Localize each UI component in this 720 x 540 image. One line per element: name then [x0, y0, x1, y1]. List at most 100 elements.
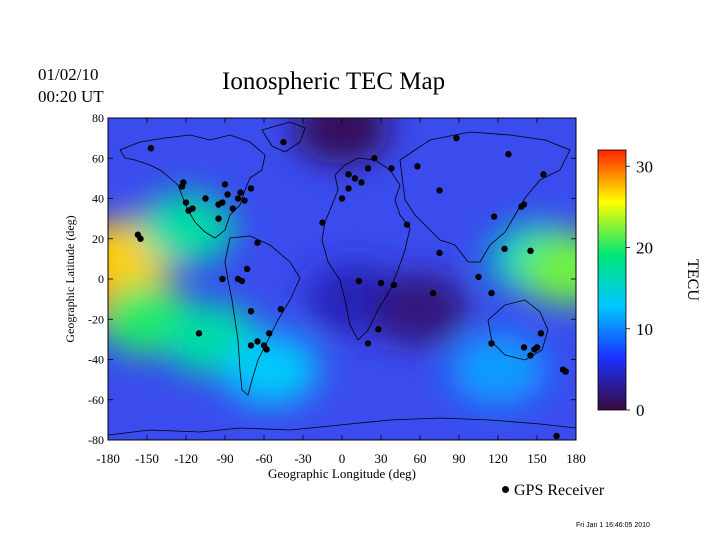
gps-receiver-marker: [490, 213, 498, 220]
gps-receiver-marker: [527, 352, 534, 359]
x-tick-label: -150: [135, 451, 159, 466]
x-tick-label: 0: [339, 451, 346, 466]
gps-receiver-marker: [505, 151, 512, 158]
y-axis-label: Geographic Latitude (deg): [63, 215, 77, 342]
gps-receiver-marker: [224, 191, 231, 198]
gps-receiver-marker: [219, 275, 226, 283]
gps-receiver-marker: [518, 203, 525, 210]
gps-receiver-marker: [488, 340, 495, 347]
x-axis: -180 -150 -120 -90 -60 -30 0 30 60 90 120 150 180: [96, 118, 586, 466]
gps-receiver-marker: [371, 155, 378, 162]
gps-receiver-marker: [520, 344, 528, 351]
gps-receiver-marker: [338, 195, 346, 202]
receiver-marker-icon: [502, 486, 509, 493]
legend-gps-receiver: GPS Receiver: [502, 482, 604, 500]
gps-receiver-marker: [388, 165, 395, 172]
plot-area: [107, 117, 577, 441]
gps-receiver-marker: [436, 249, 443, 257]
x-tick-label: -90: [216, 451, 233, 466]
colorbar: 0 10 20 30 TECU: [597, 149, 701, 420]
y-tick-label: -60: [88, 393, 104, 407]
gps-receiver-marker: [488, 289, 495, 297]
gps-receiver-marker: [531, 346, 538, 353]
gps-receiver-marker: [537, 330, 545, 337]
date-text: 01/02/10: [38, 65, 99, 84]
y-tick-label: -20: [88, 312, 104, 326]
antarctica-coast: [108, 417, 576, 436]
gps-receiver-marker: [436, 187, 443, 194]
tec-region-3: [138, 192, 234, 265]
gps-receiver-marker: [280, 138, 287, 146]
colorbar-gradient: [597, 149, 627, 411]
gps-receiver-marker: [215, 215, 222, 222]
tec-region-8: [294, 118, 390, 165]
y-tick-label: -80: [88, 433, 104, 447]
gps-receiver-marker: [229, 205, 236, 212]
tec-region-10: [521, 232, 576, 305]
greenland-coast: [261, 121, 306, 153]
tec-field: [108, 118, 576, 406]
x-tick-label: 150: [527, 451, 547, 466]
x-tick-label: -180: [96, 451, 120, 466]
gps-receiver-marker: [266, 330, 273, 337]
y-axis: -80 -60 -40 -20 0 20 40 60 80: [88, 111, 576, 447]
gps-receiver-marker: [390, 281, 398, 289]
x-tick-label: 90: [453, 451, 466, 466]
gps-receiver-marker: [475, 273, 482, 281]
tec-region-11: [450, 333, 546, 406]
x-tick-label: 180: [566, 451, 586, 466]
gps-receiver-marker: [247, 342, 255, 349]
gps-receiver-marker: [553, 432, 560, 440]
gps-receiver-marker: [351, 175, 359, 182]
gps-receiver-marker: [247, 185, 255, 192]
time-text: 00:20 UT: [38, 87, 104, 106]
gps-receiver-marker: [254, 239, 261, 246]
gps-receiver-marker: [185, 207, 192, 214]
colorbar-tick-label: 30: [636, 157, 653, 176]
gps-receiver-marker: [501, 245, 508, 253]
y-tick-label: 80: [92, 111, 104, 125]
x-tick-label: 120: [488, 451, 508, 466]
colorbar-tick-label: 20: [636, 239, 653, 258]
legend-label: GPS Receiver: [514, 482, 605, 499]
y-tick-label: -40: [88, 353, 104, 367]
date-time-label: 01/02/10 00:20 UT: [38, 64, 104, 108]
y-tick-label: 20: [92, 232, 104, 246]
x-axis-label: Geographic Longitude (deg): [268, 466, 416, 481]
gps-receiver-marker: [137, 235, 144, 242]
y-tick-label: 0: [98, 272, 104, 286]
chart-title: Ionospheric TEC Map: [222, 68, 446, 95]
gps-receiver-marker: [234, 195, 242, 202]
gps-receiver-marker: [375, 326, 382, 333]
gps-receiver-marker: [364, 165, 372, 172]
gps-receiver-marker: [429, 289, 437, 297]
colorbar-ticks: 0 10 20 30: [626, 157, 653, 420]
gps-receiver-marker: [377, 279, 385, 287]
x-tick-label: 30: [375, 451, 388, 466]
europe-africa-coast: [321, 157, 411, 341]
gps-receiver-marker: [219, 199, 226, 206]
timestamp-footer: Fri Jan 1 16:46:05 2010: [576, 522, 650, 529]
gps-receiver-marker: [527, 247, 534, 255]
gps-receiver-marker: [247, 308, 255, 315]
colorbar-label: TECU: [684, 259, 701, 301]
tec-region-5: [222, 333, 319, 406]
gps-receiver-marker: [364, 340, 372, 347]
south-america-coast: [224, 235, 301, 396]
gps-receiver-marker: [403, 221, 411, 228]
colorbar-tick-label: 10: [636, 320, 653, 339]
gps-receiver-marker: [182, 199, 190, 206]
australia-coast: [487, 299, 549, 361]
gps-receiver-marker: [221, 181, 229, 188]
gps-receiver-marker: [241, 197, 248, 204]
x-tick-label: -120: [174, 451, 198, 466]
gps-receiver-marker: [319, 219, 326, 226]
gps-receiver-marker: [540, 171, 547, 178]
gps-receiver-marker: [345, 171, 352, 178]
gps-receiver-marker: [358, 179, 365, 186]
x-tick-label: 60: [414, 451, 427, 466]
x-tick-label: -60: [255, 451, 272, 466]
tec-region-7: [372, 273, 468, 346]
gps-receiver-marker: [355, 277, 363, 285]
gps-receiver-marker: [263, 346, 270, 353]
